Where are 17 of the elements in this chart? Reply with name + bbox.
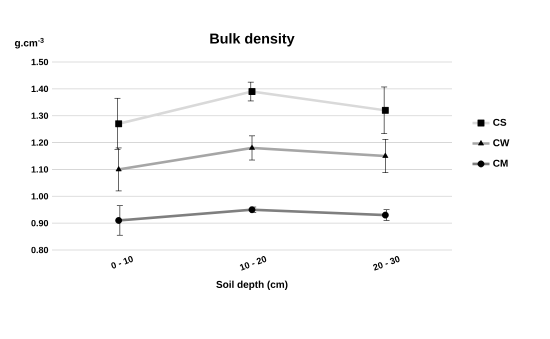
- y-tick-label: 1.00: [32, 193, 48, 200]
- x-tick-label: 10 - 20: [240, 256, 266, 271]
- legend-label: CS: [493, 118, 506, 126]
- x-tick-label: 0 - 10: [111, 256, 133, 268]
- y-tick-label: 1.10: [32, 166, 48, 173]
- y-axis-title: g.cm$^{-3}$: [14, 38, 44, 48]
- y-tick-label: 1.40: [32, 86, 48, 92]
- y-tick-label: 1.30: [32, 112, 48, 119]
- x-axis-title: Soil depth (cm): [216, 280, 288, 290]
- y-tick-label: 0.90: [31, 220, 48, 226]
- y-tick-label: 1.50: [32, 58, 48, 66]
- chart-title: Bulk density: [210, 33, 295, 47]
- y-tick-label: 1.20: [32, 139, 48, 146]
- x-tick-label: 20 - 30: [373, 256, 400, 271]
- legend-label: CM: [493, 160, 508, 167]
- y-tick-label: 0.80: [31, 246, 48, 254]
- legend-label: CW: [493, 139, 510, 146]
